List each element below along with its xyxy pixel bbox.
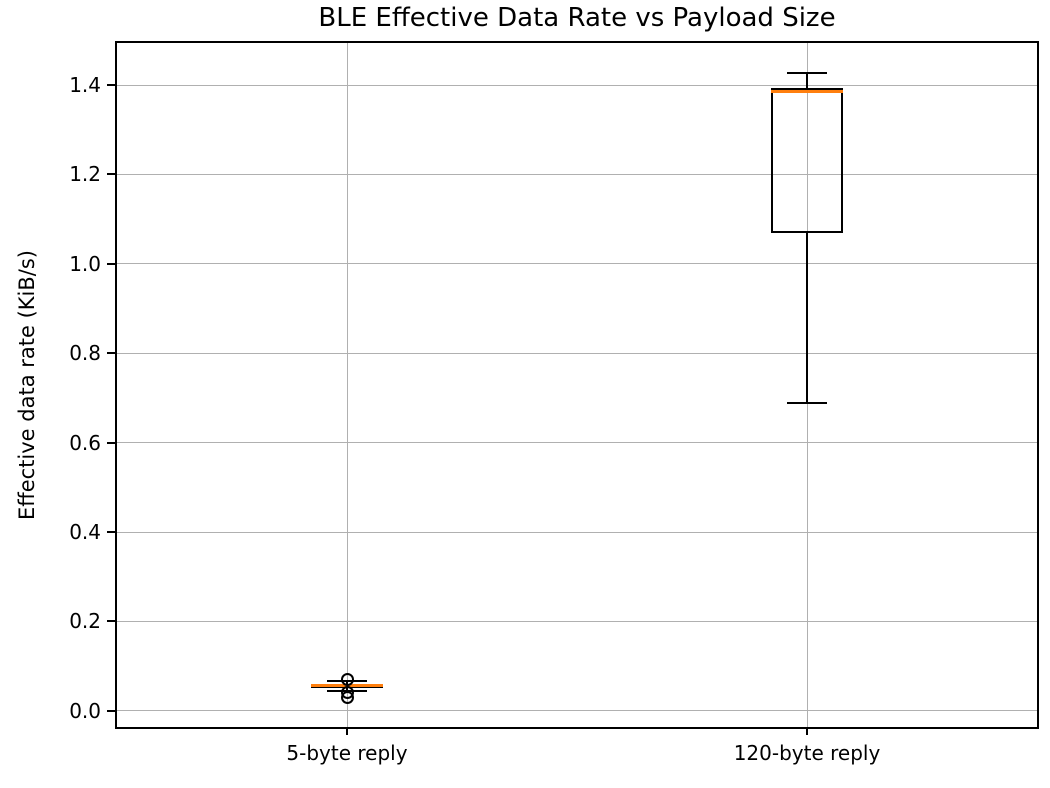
y-tick-mark [107, 620, 115, 623]
gridline-vertical [346, 43, 348, 727]
gridline-horizontal [117, 173, 1037, 175]
gridline-horizontal [117, 263, 1037, 265]
plot-area [115, 41, 1039, 729]
y-tick-label: 0.4 [69, 520, 101, 545]
y-tick-mark [107, 709, 115, 712]
gridline-horizontal [117, 352, 1037, 354]
y-axis-label: Effective data rate (KiB/s) [15, 249, 39, 521]
whisker-cap-upper [787, 71, 827, 74]
whisker-upper [806, 72, 808, 88]
gridline-horizontal [117, 442, 1037, 444]
y-tick-mark [107, 262, 115, 265]
y-tick-label: 0.0 [69, 698, 101, 723]
iqr-box [771, 87, 843, 233]
median-line [771, 89, 843, 93]
x-tick-mark [346, 727, 348, 735]
y-tick-mark [107, 173, 115, 176]
whisker-lower [806, 233, 808, 403]
x-tick-label: 120-byte reply [733, 741, 881, 765]
y-tick-mark [107, 531, 115, 534]
y-tick-label: 0.6 [69, 430, 101, 455]
outlier-point [340, 691, 354, 705]
x-tick-mark [806, 727, 808, 735]
y-tick-label: 1.2 [69, 162, 101, 187]
gridline-horizontal [117, 710, 1037, 712]
gridline-horizontal [117, 531, 1037, 533]
chart-title: BLE Effective Data Rate vs Payload Size [318, 3, 836, 33]
y-tick-label: 1.4 [69, 73, 101, 98]
y-tick-mark [107, 441, 115, 444]
y-tick-label: 1.0 [69, 251, 101, 276]
whisker-cap-lower [787, 401, 827, 404]
x-tick-label: 5-byte reply [286, 741, 408, 765]
gridline-horizontal [117, 84, 1037, 86]
outlier-point [340, 672, 354, 686]
gridline-horizontal [117, 620, 1037, 622]
y-tick-mark [107, 352, 115, 355]
y-tick-label: 0.8 [69, 341, 101, 366]
y-tick-label: 0.2 [69, 609, 101, 634]
y-tick-mark [107, 84, 115, 87]
